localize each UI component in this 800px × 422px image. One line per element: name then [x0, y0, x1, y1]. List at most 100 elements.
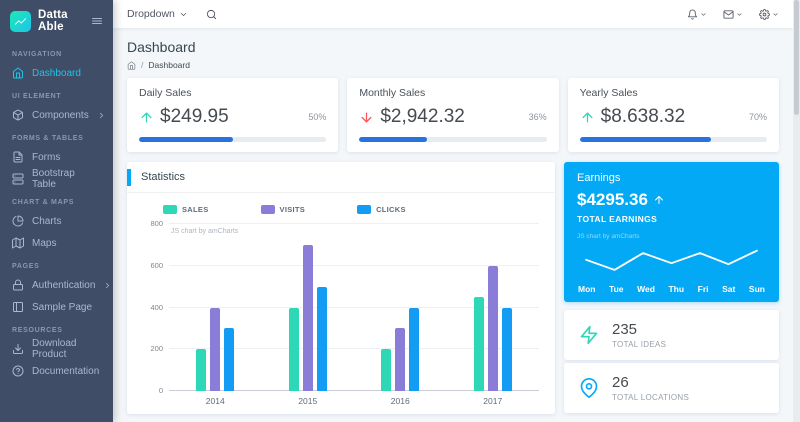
- sidebar-item-dashboard[interactable]: Dashboard: [0, 62, 113, 84]
- card-title: Monthly Sales: [359, 87, 426, 99]
- bar-sales-2017: [473, 297, 484, 391]
- progress-fill: [139, 137, 233, 142]
- bar-group-2015: [288, 224, 327, 391]
- legend-item-visits[interactable]: VISITS: [260, 205, 306, 214]
- bar-chart-plot: JS chart by amCharts 0 200 400 600 800: [150, 219, 539, 395]
- bar-group-2017: [473, 224, 512, 391]
- bar-sales-2015: [288, 307, 299, 391]
- sidebar-item-label: Dashboard: [32, 67, 81, 79]
- y-axis-label: 200: [150, 344, 163, 354]
- bar-groups: [169, 224, 539, 391]
- sidebar-item-authentication[interactable]: Authentication: [0, 274, 113, 296]
- trend-arrow-icon: [359, 110, 374, 125]
- sidebar-item-sample-page[interactable]: Sample Page: [0, 296, 113, 318]
- nav-section-forms-tables: FORMS & TABLES: [12, 135, 84, 142]
- x-axis-labels: 2014 2015 2016 2017: [169, 391, 539, 406]
- pie-chart-icon: [12, 215, 24, 227]
- sidebar-item-label: Forms: [32, 151, 61, 163]
- sidebar-item-components[interactable]: Components: [0, 104, 113, 126]
- progress-bar: [579, 137, 767, 142]
- notifications-bell-icon[interactable]: [687, 9, 707, 20]
- bar-visits-2014: [210, 307, 221, 391]
- info-label: TOTAL IDEAS: [612, 340, 667, 349]
- sidebar-item-forms[interactable]: Forms: [0, 146, 113, 168]
- sidebar-item-label: Maps: [32, 237, 57, 249]
- legend-label: SALES: [182, 205, 209, 214]
- progress-fill: [579, 137, 711, 142]
- sidebar-item-label: Bootstrap Table: [32, 168, 75, 190]
- gridline: [169, 223, 539, 224]
- legend-swatch: [357, 205, 372, 214]
- gridline: [169, 306, 539, 308]
- search-icon[interactable]: [206, 9, 217, 20]
- brand-name: Datta Able: [38, 9, 68, 33]
- messages-mail-icon[interactable]: [723, 9, 743, 20]
- day-label: Thu: [668, 284, 685, 294]
- box-icon: [12, 109, 24, 121]
- bar-sales-2016: [381, 349, 392, 391]
- day-label: Fri: [697, 284, 709, 294]
- progress-fill: [359, 137, 427, 142]
- legend-item-clicks[interactable]: CLICKS: [357, 205, 406, 214]
- yearly-sales-card: Yearly Sales $8.638.32 70%: [567, 78, 779, 152]
- sidebar-item-label: Download Product: [32, 338, 77, 360]
- chevron-down-icon: [737, 12, 742, 16]
- menu-toggle-icon[interactable]: [91, 15, 103, 27]
- y-axis-label: 800: [150, 219, 163, 228]
- scrollbar-thumb[interactable]: [794, 0, 799, 115]
- file-text-icon: [12, 151, 24, 163]
- y-axis-label: 400: [150, 302, 163, 312]
- chevron-down-icon: [180, 12, 186, 16]
- earnings-title: Earnings: [577, 172, 621, 184]
- earnings-card: Earnings $4295.36 TOTAL EARNINGS JS char…: [564, 162, 779, 302]
- bar-clicks-2015: [316, 286, 327, 391]
- breadcrumb-item[interactable]: Dashboard: [148, 60, 190, 70]
- info-label: TOTAL LOCATIONS: [612, 393, 690, 402]
- earnings-value: $4295.36: [577, 190, 648, 209]
- right-column: Earnings $4295.36 TOTAL EARNINGS JS char…: [564, 162, 779, 414]
- settings-gear-icon[interactable]: [759, 8, 779, 20]
- legend-item-sales[interactable]: SALES: [163, 205, 209, 214]
- nav-section-navigation: NAVIGATION: [12, 51, 62, 58]
- chevron-right-icon: [97, 111, 106, 120]
- statistics-card: Statistics SALES VISITS CLICKS JS chart by…: [127, 162, 555, 414]
- page-scrollbar[interactable]: [793, 0, 800, 422]
- arrow-up-icon: [654, 196, 663, 204]
- breadcrumb: / Dashboard: [127, 60, 779, 70]
- header-dropdown[interactable]: Dropdown: [127, 8, 188, 20]
- sidebar: Datta Able NAVIGATION Dashboard UI ELEME…: [0, 0, 113, 422]
- x-axis-label: 2017: [483, 396, 503, 406]
- sidebar-layout-icon: [12, 301, 24, 313]
- weekday-labels: Mon Tue Wed Thu Fri Sat Sun: [577, 284, 766, 294]
- earnings-subtitle: TOTAL EARNINGS: [577, 214, 658, 224]
- sidebar-item-maps[interactable]: Maps: [0, 232, 113, 254]
- day-label: Tue: [609, 284, 624, 294]
- sidebar-item-bootstrap-table[interactable]: Bootstrap Table: [0, 168, 113, 190]
- daily-sales-card: Daily Sales $249.95 50%: [127, 78, 339, 152]
- home-icon: [12, 67, 24, 79]
- nav-section-pages: PAGES: [12, 263, 40, 270]
- sales-cards-row: Daily Sales $249.95 50% Monthly Sales $2…: [113, 75, 793, 152]
- top-header: Dropdown: [113, 0, 793, 28]
- bar-sales-2014: [196, 349, 207, 391]
- monthly-sales-card: Monthly Sales $2,942.32 36%: [347, 78, 559, 152]
- nav-section-chart-maps: CHART & MAPS: [12, 199, 75, 206]
- help-circle-icon: [12, 365, 24, 377]
- sidebar-item-charts[interactable]: Charts: [0, 210, 113, 232]
- chevron-down-icon: [701, 12, 706, 16]
- sidebar-item-documentation[interactable]: Documentation: [0, 360, 113, 382]
- gridline: [169, 390, 539, 391]
- day-label: Wed: [637, 284, 655, 294]
- map-icon: [12, 237, 24, 249]
- chevron-right-icon: [103, 281, 112, 290]
- gridline: [169, 348, 539, 350]
- home-icon[interactable]: [127, 60, 136, 70]
- sidebar-item-download-product[interactable]: Download Product: [0, 338, 113, 360]
- sidebar-item-label: Authentication: [32, 279, 96, 291]
- bar-chart: SALES VISITS CLICKS JS chart by amCharts 0…: [127, 193, 555, 414]
- sales-value: $8.638.32: [600, 106, 686, 127]
- page-header: Dashboard / Dashboard: [113, 28, 793, 75]
- nav-section-resources: RESOURCES: [12, 327, 63, 334]
- chart-legend: SALES VISITS CLICKS: [139, 205, 545, 214]
- page-title: Dashboard: [127, 39, 196, 55]
